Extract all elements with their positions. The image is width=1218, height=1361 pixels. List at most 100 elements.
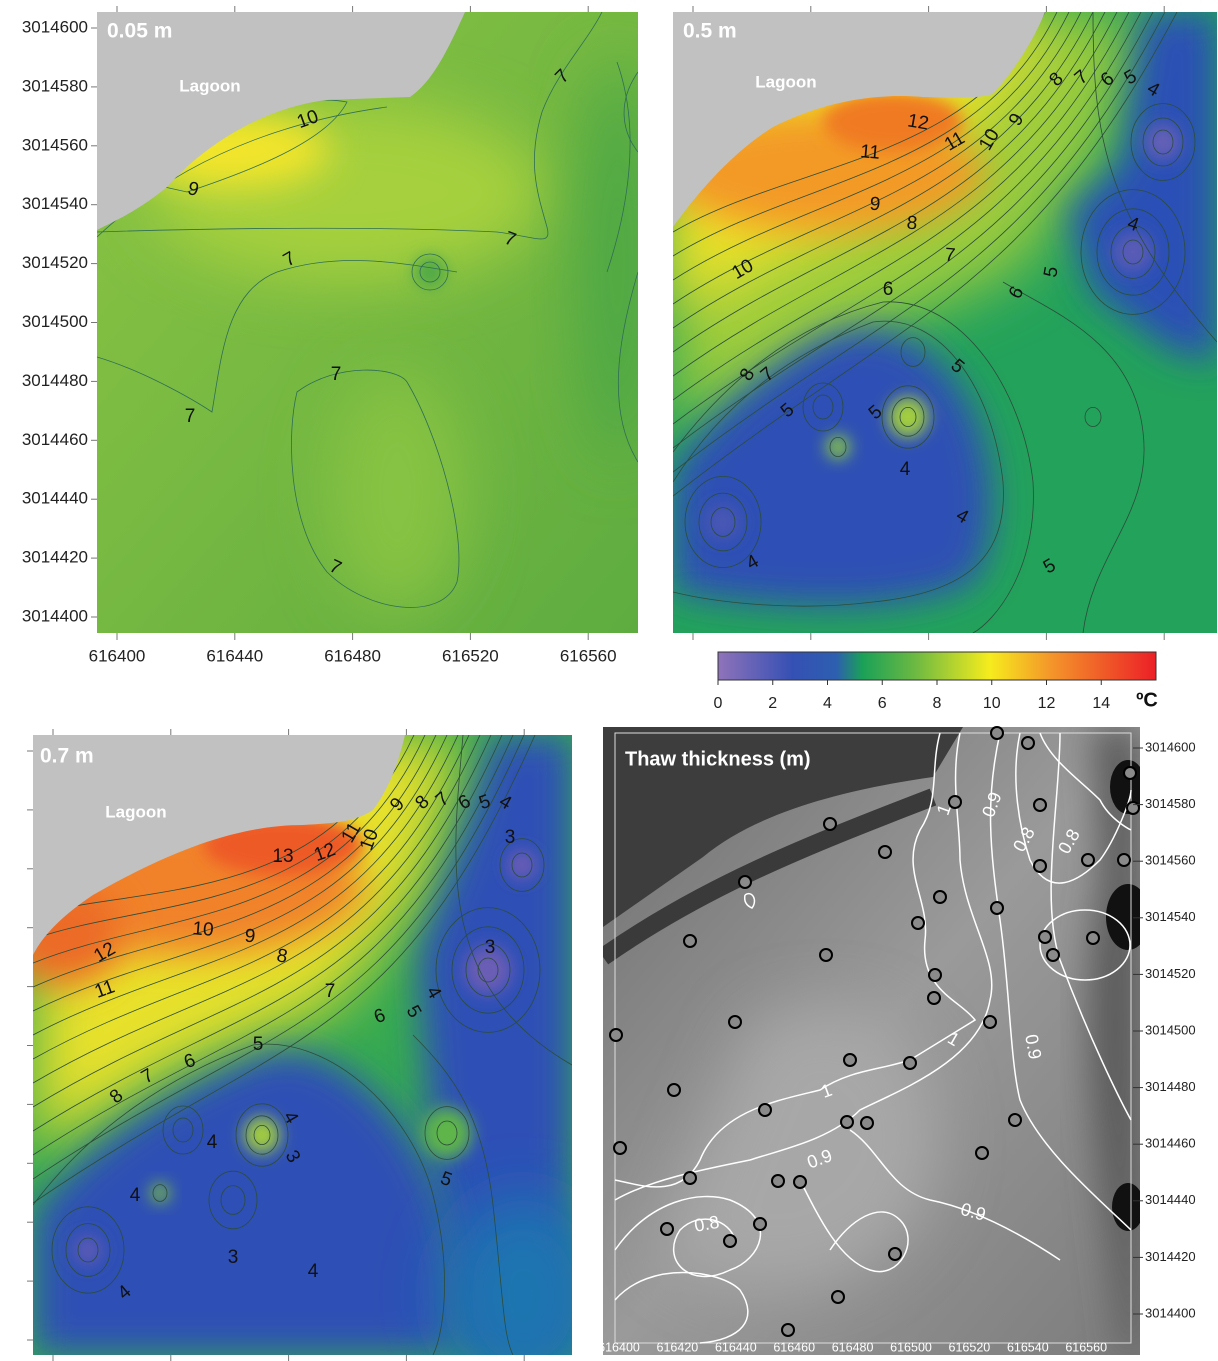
contour-line bbox=[253, 1124, 271, 1145]
contour-line bbox=[698, 492, 748, 552]
contour-label: 10 bbox=[192, 918, 215, 941]
contour-label: 0.9 bbox=[1021, 1033, 1045, 1061]
contour-line bbox=[891, 397, 925, 437]
contour-line bbox=[1039, 732, 1132, 831]
sample-point bbox=[911, 916, 925, 930]
background bbox=[603, 788, 937, 965]
contour-line bbox=[436, 1120, 458, 1146]
contour-label: 0.8 bbox=[693, 1212, 721, 1236]
sample-point bbox=[1126, 801, 1140, 815]
contour-line bbox=[455, 735, 572, 1066]
sample-point bbox=[843, 1053, 857, 1067]
contour-label: 6 bbox=[883, 279, 894, 300]
sample-point bbox=[728, 1015, 742, 1029]
background bbox=[603, 727, 963, 927]
field bbox=[327, 372, 467, 612]
colorbar-tick-label: 10 bbox=[983, 695, 1001, 712]
contour-line bbox=[829, 436, 847, 457]
sample-point bbox=[888, 1247, 902, 1261]
contour-line bbox=[617, 271, 638, 463]
sample-point bbox=[1038, 930, 1052, 944]
field bbox=[414, 256, 446, 288]
contour-line bbox=[477, 957, 499, 983]
sample-point bbox=[667, 1083, 681, 1097]
sample-point bbox=[1123, 766, 1137, 780]
contour-line bbox=[673, 12, 1106, 353]
contour-line bbox=[97, 260, 458, 413]
x-tick-label: 616560 bbox=[560, 646, 617, 665]
field bbox=[464, 946, 512, 994]
contour-line bbox=[673, 12, 1142, 425]
field bbox=[150, 1183, 170, 1203]
y-tick-label: 3014460 bbox=[22, 430, 88, 449]
contour-line bbox=[743, 893, 756, 909]
contour-line bbox=[1084, 406, 1102, 427]
contour-label: 4 bbox=[130, 1185, 141, 1206]
panel-title: Thaw thickness (m) bbox=[625, 748, 811, 770]
sample-point bbox=[683, 934, 697, 948]
contour-line bbox=[812, 394, 834, 420]
contour-line bbox=[435, 907, 541, 1033]
x-tick-label: 616480 bbox=[832, 1340, 874, 1354]
area-label: Lagoon bbox=[179, 76, 240, 95]
contour-line bbox=[849, 1129, 1061, 1261]
sample-point bbox=[831, 1290, 845, 1304]
contour-line bbox=[881, 385, 935, 449]
field bbox=[1113, 232, 1153, 272]
colorbar-tick-label: 4 bbox=[823, 695, 832, 712]
sample-point bbox=[823, 817, 837, 831]
contour-line bbox=[97, 12, 603, 240]
contour-line bbox=[33, 735, 536, 1204]
field bbox=[826, 435, 850, 459]
contour-label: 7 bbox=[944, 245, 956, 267]
sample-point bbox=[933, 890, 947, 904]
y-tick-label: 3014560 bbox=[1145, 853, 1196, 868]
colorbar-tick-label: 14 bbox=[1092, 695, 1110, 712]
sample-point bbox=[738, 875, 752, 889]
contour-line bbox=[245, 1115, 279, 1155]
contour-line bbox=[33, 735, 481, 1084]
contour-line bbox=[1152, 129, 1174, 155]
sample-point bbox=[990, 901, 1004, 915]
contour-line bbox=[419, 261, 441, 283]
y-tick-label: 3014440 bbox=[1145, 1192, 1196, 1207]
area-label: Lagoon bbox=[755, 72, 816, 91]
sample-point bbox=[819, 948, 833, 962]
y-tick-label: 3014400 bbox=[1145, 1305, 1196, 1320]
contour-line bbox=[900, 337, 926, 367]
background bbox=[663, 1008, 936, 1290]
contour-line bbox=[291, 369, 460, 608]
contour-line bbox=[65, 1223, 111, 1277]
contour-line bbox=[1050, 732, 1132, 1121]
field bbox=[888, 397, 928, 437]
colorbar-unit: ºC bbox=[1136, 689, 1158, 711]
sample-point bbox=[1008, 1113, 1022, 1127]
contour-line bbox=[33, 735, 459, 1036]
background bbox=[1106, 884, 1140, 950]
map-panel bbox=[97, 12, 638, 633]
colorbar bbox=[717, 651, 1157, 681]
x-tick-label: 616560 bbox=[1065, 1340, 1107, 1354]
y-tick-label: 3014420 bbox=[22, 548, 88, 567]
field bbox=[507, 850, 537, 880]
contour-line bbox=[684, 475, 762, 568]
y-tick-label: 3014500 bbox=[22, 312, 88, 331]
contour-line bbox=[235, 1103, 289, 1167]
y-tick-label: 3014500 bbox=[1145, 1022, 1196, 1037]
contour-line bbox=[1130, 103, 1196, 181]
field bbox=[422, 1108, 472, 1158]
x-tick-label: 616440 bbox=[206, 646, 263, 665]
sample-point bbox=[781, 1323, 795, 1337]
field bbox=[1145, 124, 1181, 160]
contour-label: 7 bbox=[185, 406, 196, 427]
contour-line bbox=[33, 735, 470, 1060]
contour-line bbox=[220, 1185, 246, 1215]
contour-label: 8 bbox=[906, 213, 918, 235]
y-tick-label: 3014560 bbox=[22, 135, 88, 154]
sample-point bbox=[990, 726, 1004, 740]
contour-line bbox=[614, 1271, 749, 1344]
contour-line bbox=[673, 12, 1118, 377]
map-panel bbox=[33, 735, 572, 1355]
image-panel bbox=[603, 727, 1140, 1355]
contour-label: 3 bbox=[228, 1247, 239, 1268]
